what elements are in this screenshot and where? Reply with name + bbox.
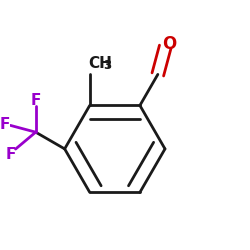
- Text: F: F: [6, 147, 16, 162]
- Text: F: F: [0, 117, 10, 132]
- Text: 3: 3: [103, 60, 111, 72]
- Text: CH: CH: [88, 56, 112, 71]
- Text: F: F: [30, 93, 41, 108]
- Text: O: O: [162, 35, 176, 53]
